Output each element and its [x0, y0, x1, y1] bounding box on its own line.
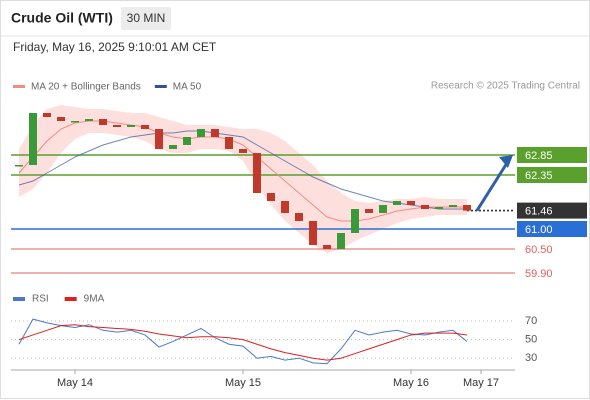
legend-label: 9MA — [84, 294, 105, 305]
candle — [463, 205, 471, 211]
level-box — [517, 221, 587, 237]
candle — [253, 153, 261, 193]
candle — [281, 201, 289, 213]
instrument-title: Crude Oil (WTI) — [11, 10, 113, 26]
legend-swatch — [64, 297, 77, 301]
candle — [113, 125, 121, 127]
level-box — [517, 202, 587, 219]
candle — [155, 129, 163, 149]
x-tick-label: May 16 — [393, 377, 429, 389]
candle — [351, 209, 359, 233]
level-label: 62.85 — [525, 150, 553, 162]
candle — [323, 245, 331, 249]
candle — [141, 125, 149, 129]
forecast-arrowhead — [499, 155, 513, 168]
candle — [393, 201, 401, 205]
candle — [435, 207, 443, 209]
level-box — [517, 167, 587, 183]
y-tick-label: 50 — [525, 334, 537, 346]
level-label: 61.00 — [525, 224, 553, 236]
y-tick-label: 70 — [525, 315, 537, 327]
candle — [127, 125, 135, 127]
candle — [421, 205, 429, 209]
x-tick-label: May 15 — [225, 377, 261, 389]
ma20-line — [18, 120, 467, 222]
candle — [309, 221, 317, 245]
legend-swatch — [154, 85, 167, 88]
legend-label: MA 50 — [173, 82, 202, 93]
candle — [337, 233, 345, 249]
legend-swatch — [13, 297, 25, 301]
candle — [295, 213, 303, 221]
candle — [15, 165, 23, 167]
timeframe-button[interactable] — [121, 7, 171, 30]
candle — [225, 137, 233, 149]
level-box — [517, 147, 587, 163]
candle — [239, 149, 247, 153]
candle — [267, 193, 275, 201]
legend-label: RSI — [32, 294, 49, 305]
timeframe-label[interactable]: 30 MIN — [127, 11, 166, 25]
candle — [365, 209, 373, 213]
candle — [29, 113, 37, 165]
candle — [99, 119, 107, 125]
candle — [43, 113, 51, 117]
datetime: Friday, May 16, 2025 9:10:01 AM CET — [13, 40, 217, 54]
forecast-arrow — [475, 162, 509, 212]
candle — [71, 121, 79, 123]
level-label: 61.46 — [525, 206, 553, 218]
ma50-line — [18, 130, 467, 210]
indicator-line — [18, 324, 468, 361]
candle — [85, 119, 93, 121]
legend-swatch — [13, 85, 25, 88]
candle — [57, 117, 65, 121]
level-label: 60.50 — [525, 244, 553, 256]
candle — [183, 137, 191, 145]
candle — [449, 205, 457, 207]
candle — [379, 205, 387, 213]
legend-label: MA 20 + Bollinger Bands — [31, 82, 141, 93]
level-label: 62.35 — [525, 170, 553, 182]
level-label: 59.90 — [525, 268, 553, 280]
y-tick-label: 30 — [525, 352, 537, 364]
candle — [197, 129, 205, 137]
credit: Research © 2025 Trading Central — [431, 81, 580, 92]
x-tick-label: May 14 — [57, 377, 93, 389]
candle — [169, 145, 177, 149]
candle — [211, 129, 219, 137]
x-tick-label: May 17 — [463, 377, 499, 389]
candle — [407, 201, 415, 205]
